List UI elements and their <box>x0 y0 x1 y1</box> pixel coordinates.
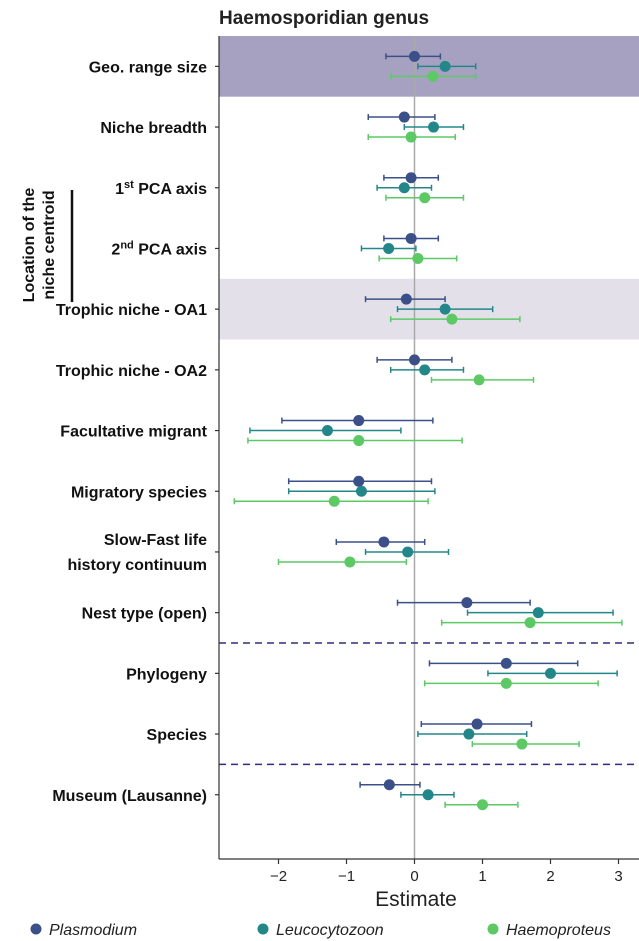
legend-marker <box>487 923 499 935</box>
estimate-point <box>412 252 424 264</box>
estimate-point <box>400 293 412 305</box>
estimate-point <box>532 607 544 619</box>
estimate-point <box>409 50 420 62</box>
estimate-point <box>353 475 365 487</box>
estimate-point <box>383 779 395 791</box>
legend-label: Plasmodium <box>49 922 137 939</box>
estimate-point <box>439 60 451 72</box>
chart-title: Haemosporidian genus <box>219 8 429 29</box>
estimate-point <box>402 546 414 558</box>
estimate-point <box>344 556 356 568</box>
x-axis-label: Estimate <box>375 888 457 911</box>
side-label-line: Location of the <box>21 188 38 303</box>
category-label: Trophic niche - OA2 <box>56 363 207 380</box>
estimate-point <box>545 667 556 679</box>
estimate-point <box>353 415 365 427</box>
category-label: Trophic niche - OA1 <box>56 302 207 319</box>
estimate-point <box>398 111 410 123</box>
category-label: 2nd PCA axis <box>111 239 207 258</box>
estimate-point <box>500 677 512 689</box>
estimate-point <box>405 232 417 244</box>
estimate-point <box>439 303 451 315</box>
x-tick-label: −2 <box>270 868 287 885</box>
estimate-point <box>477 799 488 811</box>
legend-label: Leucocytozoon <box>276 922 384 939</box>
estimate-point <box>405 172 417 184</box>
category-label: Slow-Fast life <box>104 532 207 549</box>
legend-marker <box>30 923 42 935</box>
estimate-point <box>446 313 458 325</box>
category-label: Geo. range size <box>89 59 207 76</box>
estimate-point <box>419 192 431 204</box>
estimate-point <box>398 182 410 194</box>
category-label: Phylogeny <box>126 666 207 683</box>
estimate-point <box>473 374 485 386</box>
category-label: Nest type (open) <box>82 606 207 623</box>
estimate-point <box>321 425 333 437</box>
estimate-point <box>355 485 367 497</box>
estimate-point <box>383 242 395 254</box>
category-label: history continuum <box>67 557 207 574</box>
category-label: Migratory species <box>71 484 207 501</box>
estimate-point <box>422 789 434 801</box>
x-tick-label: 2 <box>546 868 554 885</box>
estimate-point <box>427 70 439 82</box>
estimate-point <box>353 435 365 447</box>
estimate-point <box>471 718 483 730</box>
category-label: Species <box>147 727 208 744</box>
estimate-point <box>419 364 431 376</box>
estimate-point <box>500 657 512 669</box>
x-tick-label: −1 <box>338 868 355 885</box>
estimate-point <box>516 738 528 750</box>
legend-marker <box>257 923 269 935</box>
category-label: 1st PCA axis <box>115 179 207 198</box>
estimate-point <box>328 495 340 507</box>
category-label: Niche breadth <box>100 120 207 137</box>
side-label-line: niche centroid <box>41 190 58 299</box>
x-tick-label: 3 <box>614 868 622 885</box>
estimate-point <box>463 728 475 740</box>
estimate-point <box>409 354 420 366</box>
estimate-point <box>405 131 417 143</box>
estimate-point <box>524 617 536 629</box>
category-label: Facultative migrant <box>60 424 207 441</box>
x-tick-label: 1 <box>478 868 486 885</box>
estimate-point <box>428 121 440 133</box>
category-label: Museum (Lausanne) <box>52 788 207 805</box>
legend-label: Haemoproteus <box>506 922 611 939</box>
estimate-point <box>378 536 390 548</box>
niche-centroid-label: Location of the niche centroid <box>21 188 58 303</box>
estimate-point <box>461 597 473 609</box>
x-tick-label: 0 <box>410 868 418 885</box>
